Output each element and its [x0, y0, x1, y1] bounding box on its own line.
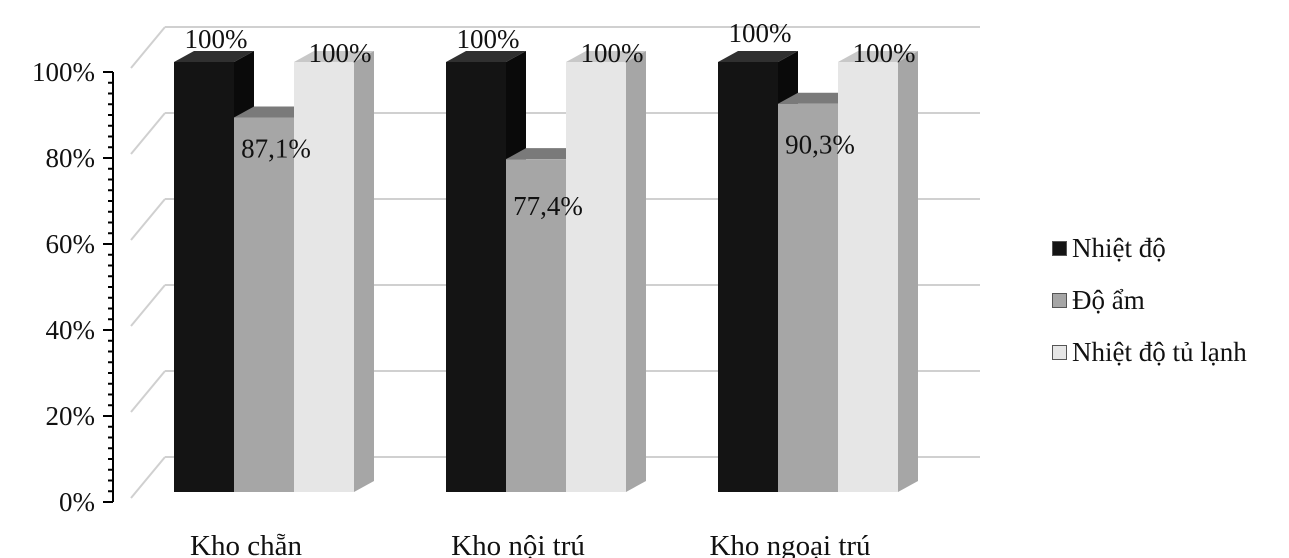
y-tick-label: 20%	[46, 401, 96, 431]
legend-swatch	[1052, 292, 1067, 308]
data-label: 100%	[309, 38, 372, 68]
bar	[294, 62, 354, 492]
bar	[506, 159, 566, 492]
bar	[778, 103, 838, 493]
y-axis: 0% 20% 40% 60% 80% 100%	[32, 57, 114, 517]
bar-side	[898, 51, 918, 492]
bar-top	[838, 51, 918, 62]
bar-top	[566, 51, 646, 62]
gridline-diagonal	[130, 370, 166, 413]
legend-label: Độ ẩm	[1072, 284, 1145, 315]
bar	[718, 62, 778, 492]
gridline-diagonal	[130, 456, 166, 499]
category-label: Kho nội trú	[451, 530, 585, 558]
legend-item-nhiet-do: Nhiệt độ	[1052, 222, 1247, 274]
bar	[838, 62, 898, 492]
legend: Nhiệt độ Độ ẩm Nhiệt độ tủ lạnh	[1052, 222, 1247, 378]
legend-label: Nhiệt độ tủ lạnh	[1072, 336, 1247, 367]
bar-side	[354, 51, 374, 492]
gridline-diagonal	[130, 26, 166, 69]
bar-top	[294, 51, 374, 62]
data-label: 100%	[581, 38, 644, 68]
bar	[566, 62, 626, 492]
data-label: 100%	[185, 24, 248, 54]
category-labels: Kho chẵn Kho nội trú Kho ngoại trú	[190, 530, 871, 558]
data-labels: 100% 87,1% 100% 100% 77,4% 100% 100% 90,3% 100%	[185, 18, 916, 221]
legend-label: Nhiệt độ	[1072, 232, 1166, 263]
legend-swatch	[1052, 240, 1067, 256]
bar-top	[446, 51, 526, 62]
legend-item-do-am: Độ ẩm	[1052, 274, 1247, 326]
y-tick-label: 60%	[46, 229, 96, 259]
bar-top	[174, 51, 254, 62]
data-label: 100%	[729, 18, 792, 48]
legend-item-nhiet-do-tu-lanh: Nhiệt độ tủ lạnh	[1052, 326, 1247, 378]
legend-swatch	[1052, 344, 1067, 360]
gridline-diagonal	[130, 284, 166, 327]
y-tick-label: 0%	[59, 487, 95, 517]
data-label: 100%	[853, 38, 916, 68]
bar	[446, 62, 506, 492]
y-tick-label: 40%	[46, 315, 96, 345]
data-label: 87,1%	[241, 133, 311, 163]
bar-side	[626, 51, 646, 492]
gridline-diagonal	[130, 198, 166, 241]
category-label: Kho chẵn	[190, 530, 302, 558]
data-label: 90,3%	[785, 130, 855, 160]
bar	[174, 62, 234, 492]
bar	[234, 117, 294, 492]
gridline-diagonal	[130, 112, 166, 155]
data-label: 100%	[457, 24, 520, 54]
y-tick-label: 80%	[46, 143, 96, 173]
bars	[174, 51, 918, 493]
data-label: 77,4%	[513, 191, 583, 221]
category-label: Kho ngoại trú	[709, 530, 870, 558]
y-tick-label: 100%	[32, 57, 95, 87]
bar-top	[718, 51, 798, 62]
